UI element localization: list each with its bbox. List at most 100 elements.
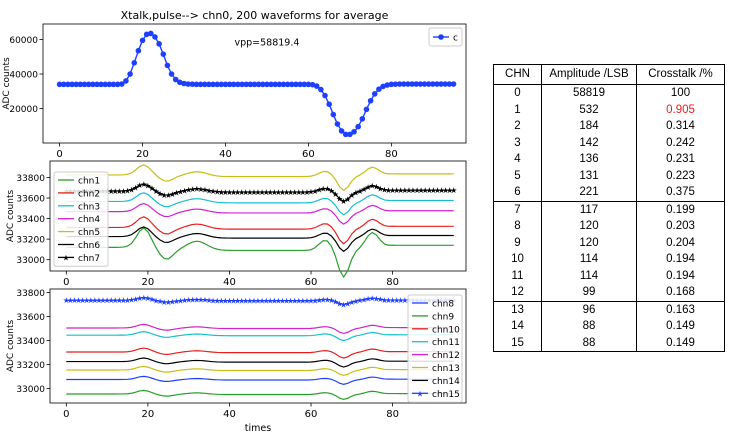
star-marker: ★ <box>157 297 164 306</box>
star-marker: ★ <box>173 188 180 197</box>
star-marker: ★ <box>226 188 233 197</box>
star-marker: ★ <box>218 297 225 306</box>
cell-chn: 12 <box>493 284 542 301</box>
star-marker: ★ <box>230 297 237 306</box>
star-marker: ★ <box>316 186 323 195</box>
star-marker: ★ <box>413 186 420 195</box>
table-row: 5 131 0.223 <box>493 167 725 184</box>
data-point <box>152 34 158 40</box>
star-marker: ★ <box>291 188 298 197</box>
series-chn13-line <box>66 365 454 377</box>
star-marker: ★ <box>87 296 94 305</box>
data-point <box>342 131 349 138</box>
x-axis-label: times <box>245 423 271 434</box>
table-row: 10 114 0.194 <box>493 251 725 268</box>
star-marker: ★ <box>140 180 147 189</box>
cell-amplitude: 136 <box>541 151 637 168</box>
data-point <box>255 81 262 88</box>
data-point <box>442 81 449 87</box>
data-point <box>259 81 266 88</box>
star-marker: ★ <box>373 182 380 191</box>
cell-chn: 9 <box>493 234 542 251</box>
cell-crosstalk: 0.375 <box>636 184 725 201</box>
data-point <box>148 30 154 37</box>
crosstalk-table: CHN Amplitude /LSB Crosstalk /% 0 58819 10… <box>493 64 725 352</box>
star-marker: ★ <box>218 188 225 197</box>
series-chn5-line <box>66 164 454 192</box>
cell-crosstalk: 0.194 <box>636 251 725 268</box>
star-marker: ★ <box>397 186 404 195</box>
legend-label: chn3 <box>78 202 100 212</box>
legend-label: chn10 <box>432 325 460 335</box>
legend-label: chn1 <box>78 177 100 187</box>
star-marker: ★ <box>279 188 286 197</box>
bottom-plot: 0 20 40 60 80 33000 33200 33400 33600 33800 ADC co… <box>6 288 467 434</box>
series-chn6-line <box>66 226 454 253</box>
star-marker: ★ <box>193 185 200 194</box>
x-tick-label: 60 <box>302 149 315 160</box>
series-chn2-line <box>66 216 454 245</box>
legend-label: chn4 <box>78 215 100 225</box>
star-marker: ★ <box>169 297 176 306</box>
cell-amplitude: 88 <box>541 318 637 335</box>
star-marker: ★ <box>197 295 204 304</box>
star-marker: ★ <box>128 185 135 194</box>
table-row: 0 58819 100 <box>493 84 725 102</box>
star-marker: ★ <box>271 297 278 306</box>
series-chn3-line <box>66 192 454 216</box>
star-marker: ★ <box>63 296 70 305</box>
cell-crosstalk: 0.149 <box>636 334 725 352</box>
data-point <box>301 81 308 88</box>
data-point <box>425 81 432 87</box>
star-marker: ★ <box>210 296 217 305</box>
cell-chn: 8 <box>493 218 542 235</box>
star-marker: ★ <box>246 297 253 306</box>
data-point <box>243 81 250 88</box>
cell-amplitude: 99 <box>541 284 637 301</box>
cell-amplitude: 120 <box>541 234 637 251</box>
cell-chn: 3 <box>493 134 542 151</box>
star-marker: ★ <box>442 186 449 195</box>
data-point <box>280 81 287 88</box>
star-marker: ★ <box>112 187 119 196</box>
star-marker: ★ <box>254 188 261 197</box>
data-point <box>172 76 179 83</box>
data-point <box>185 81 191 87</box>
cell-crosstalk: 0.168 <box>636 284 725 301</box>
data-point <box>131 60 138 66</box>
star-marker: ★ <box>99 296 106 305</box>
star-marker: ★ <box>344 195 351 204</box>
table-row: 6 221 0.375 <box>493 184 725 201</box>
legend: chn8 chn9 chn10 chn11 chn12 chn13 chn14 ★ chn15 <box>407 294 463 403</box>
cell-amplitude: 221 <box>541 184 637 201</box>
star-marker: ★ <box>210 187 217 196</box>
data-point <box>409 81 415 87</box>
star-marker: ★ <box>165 298 172 307</box>
star-marker: ★ <box>144 181 151 190</box>
data-point <box>313 83 320 89</box>
axes-frame <box>42 23 467 144</box>
star-marker: ★ <box>405 186 412 195</box>
star-marker: ★ <box>128 296 135 305</box>
star-marker: ★ <box>205 186 212 195</box>
star-marker: ★ <box>263 188 270 197</box>
cell-amplitude: 58819 <box>541 84 637 102</box>
star-marker: ★ <box>267 188 274 197</box>
data-point <box>338 128 345 134</box>
data-point <box>376 86 382 92</box>
legend-label: chn11 <box>432 338 460 348</box>
star-marker: ★ <box>336 195 343 204</box>
star-marker: ★ <box>157 189 164 198</box>
legend-label: c <box>453 34 458 44</box>
data-point <box>127 71 133 77</box>
cell-chn: 2 <box>493 118 542 135</box>
data-point <box>421 81 428 87</box>
star-marker: ★ <box>263 297 270 306</box>
star-marker: ★ <box>422 186 429 195</box>
table-row: 14 88 0.149 <box>493 318 725 335</box>
star-marker: ★ <box>356 296 363 305</box>
star-marker: ★ <box>226 297 233 306</box>
star-marker: ★ <box>214 188 221 197</box>
star-marker: ★ <box>222 188 229 197</box>
star-marker: ★ <box>136 294 143 303</box>
